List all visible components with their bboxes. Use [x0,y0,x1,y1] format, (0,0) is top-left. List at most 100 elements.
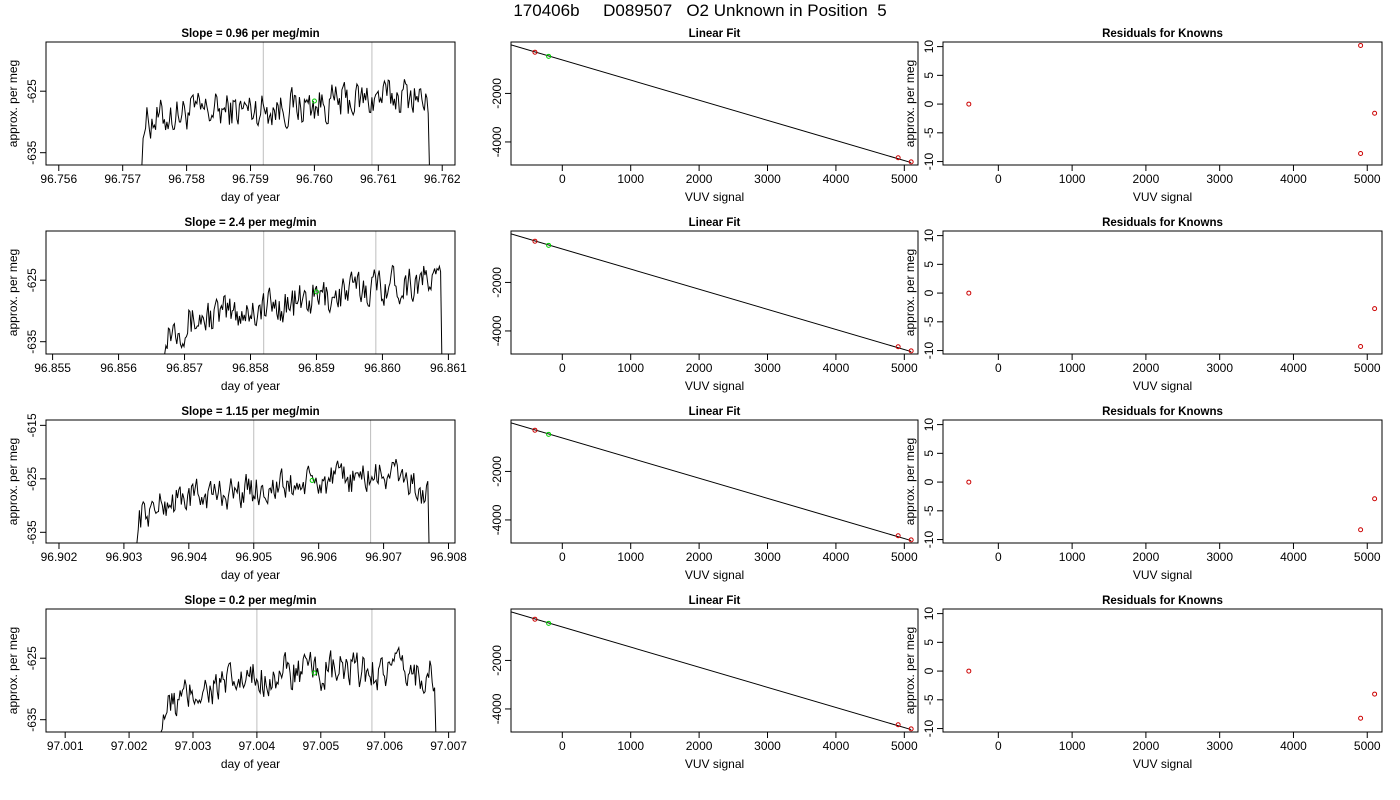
x-tick-label: 96.906 [300,550,337,564]
x-tick-label: 5000 [1354,172,1381,186]
x-tick-label: 5000 [891,739,918,753]
x-tick-label: 96.902 [41,550,78,564]
x-tick-label: 1000 [1059,550,1086,564]
x-tick-label: 96.907 [365,550,402,564]
unknown-point [546,242,552,248]
x-tick-label: 97.001 [47,739,84,753]
x-tick-label: 1000 [617,361,644,375]
signal-trace [136,458,430,543]
x-tick-label: 3000 [1206,739,1233,753]
data-layer [966,668,1378,721]
x-tick-label: 96.908 [430,550,467,564]
signal-trace [160,645,437,732]
y-axis-label: approx. per meg [903,249,917,336]
known-point [895,533,901,539]
plot-frame [942,41,1383,166]
time-panel-4: Slope = 0.2 per meg/min 97.001 97.002 97.00… [6,595,467,771]
y-tick-label: -615 [25,413,39,437]
residual-point [966,290,972,296]
x-axis-label: day of year [221,757,280,771]
residual-point [1372,496,1378,502]
x-tick-label: 97.007 [430,739,467,753]
y-tick-label: -635 [25,140,39,164]
x-tick-label: 2000 [686,172,713,186]
x-tick-label: 5000 [891,361,918,375]
x-tick-label: 97.002 [111,739,148,753]
x-tick-label: 3000 [754,361,781,375]
fit-panel-4: Linear Fit 0 1000 2000 3000 4000 5000 VUV signa… [490,595,919,771]
y-tick-label: -625 [25,466,39,490]
fit-panel-1: Linear Fit 0 1000 2000 3000 4000 5000 VUV signa… [490,28,919,204]
x-tick-label: 4000 [1280,550,1307,564]
residual-point [1358,527,1364,533]
y-tick-label: -625 [25,646,39,670]
x-tick-label: 96.759 [232,172,269,186]
x-tick-label: 2000 [1133,172,1160,186]
x-tick-label: 96.756 [40,172,77,186]
fit-line [511,611,912,731]
time-panel-2: Slope = 2.4 per meg/min 96.855 96.856 96.85… [6,217,467,393]
known-point [532,427,538,433]
fit-panel-3: Linear Fit 0 1000 2000 3000 4000 5000 VUV signa… [490,406,919,582]
y-tick-label: 5 [922,72,936,79]
plot-frame [45,41,456,166]
y-tick-label: 10 [922,607,936,621]
x-tick-label: 96.757 [104,172,141,186]
known-point [895,155,901,161]
fit-line [511,422,912,542]
x-tick-label: 97.006 [366,739,403,753]
x-tick-label: 96.855 [34,361,71,375]
data-layer [966,290,1378,350]
resid-panel-1: Residuals for Knowns 0 1000 2000 3000 4000 500… [903,28,1383,204]
y-tick-label: -2000 [490,267,504,298]
x-tick-label: 4000 [823,550,850,564]
y-tick-label: 10 [922,229,936,243]
x-tick-label: 96.861 [430,361,467,375]
y-tick-label: 5 [922,639,936,646]
y-tick-label: -4000 [490,126,504,157]
known-point [908,348,914,354]
x-tick-label: 2000 [686,361,713,375]
x-tick-label: 4000 [823,361,850,375]
x-tick-label: 96.859 [298,361,335,375]
unknown-point [546,53,552,59]
x-tick-label: 3000 [1206,172,1233,186]
plot-frame [942,419,1383,544]
time-panel-1: Slope = 0.96 per meg/min 96.756 96.757 96.7… [6,28,461,204]
data-layer [160,609,437,732]
plot-frame [942,608,1383,733]
x-tick-label: 96.758 [168,172,205,186]
y-tick-label: -10 [922,153,936,171]
unknown-point [311,98,317,104]
x-tick-label: 4000 [1280,739,1307,753]
x-tick-label: 5000 [891,172,918,186]
x-tick-label: 96.762 [424,172,461,186]
panel-title: Residuals for Knowns [1102,217,1223,229]
y-axis-label: approx. per meg [6,438,20,525]
resid-panel-4: Residuals for Knowns 0 1000 2000 3000 4000 500… [903,595,1383,771]
x-tick-label: 97.003 [175,739,212,753]
plot-frame [510,419,919,544]
x-tick-label: 2000 [1133,361,1160,375]
x-tick-label: 3000 [754,172,781,186]
x-axis-label: day of year [221,568,280,582]
x-tick-label: 96.761 [360,172,397,186]
y-tick-label: -4000 [490,693,504,724]
x-tick-label: 1000 [617,172,644,186]
y-tick-label: -5 [922,127,936,138]
known-point [532,238,538,244]
x-tick-label: 0 [995,361,1002,375]
y-axis-label: approx. per meg [6,627,20,714]
known-point [532,49,538,55]
fit-panel-2: Linear Fit 0 1000 2000 3000 4000 5000 VUV signa… [490,217,919,393]
y-tick-label: -10 [922,720,936,738]
fit-line [511,233,912,353]
panel-title: Residuals for Knowns [1102,595,1223,607]
residual-point [1358,715,1364,721]
y-tick-label: 10 [922,40,936,54]
y-tick-label: -5 [922,316,936,327]
known-point [532,616,538,622]
x-tick-label: 2000 [686,739,713,753]
x-tick-label: 96.905 [235,550,272,564]
